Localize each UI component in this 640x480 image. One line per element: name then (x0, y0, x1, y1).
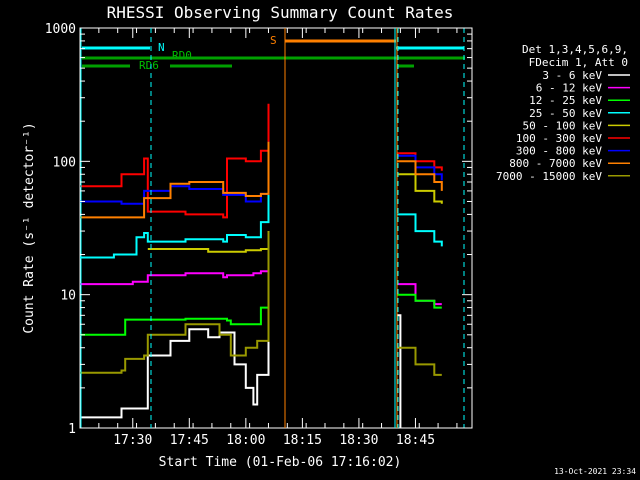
y-tick-label: 1 (68, 422, 76, 437)
legend-label: 300 - 800 keV (516, 145, 602, 158)
x-axis-label: Start Time (01-Feb-06 17:16:02) (159, 455, 402, 470)
flag-layer: N S RD0 RD6 (80, 28, 465, 428)
legend-label: 100 - 300 keV (516, 132, 602, 145)
flag-label-rd0: RD0 (172, 49, 192, 62)
flag-label-n: N (158, 41, 165, 54)
series-line-5 (80, 103, 443, 219)
x-tick-label: 18:15 (283, 433, 322, 448)
y-tick-label: 10 (60, 289, 76, 304)
axis-layer: 17:30 17:45 18:00 18:15 18:30 18:45 1 10 100 1000 (45, 22, 472, 448)
x-tick-label: 17:30 (113, 433, 152, 448)
legend-label: 7000 - 15000 keV (496, 170, 602, 183)
series-layer (80, 103, 443, 428)
series-line-8 (80, 231, 442, 376)
flag-label-rd6: RD6 (139, 59, 159, 72)
y-tick-label: 100 (53, 155, 76, 170)
legend-header-line-1: Det 1,3,4,5,6,9, (522, 43, 628, 56)
x-tick-label: 18:00 (226, 433, 265, 448)
legend-label: 12 - 25 keV (529, 94, 602, 107)
y-axis-label: Count Rate (s⁻¹ detector⁻¹) (22, 122, 37, 333)
series-line-7 (80, 141, 443, 219)
y-tick-label: 1000 (45, 22, 76, 37)
footer-timestamp: 13-Oct-2021 23:34 (554, 467, 636, 476)
x-tick-label: 18:45 (396, 433, 435, 448)
series-line-2 (80, 241, 442, 336)
legend-header-line-2: FDecim 1, Att 0 (529, 56, 628, 69)
legend-label: 6 - 12 keV (536, 82, 603, 95)
chart-title: RHESSI Observing Summary Count Rates (107, 3, 454, 22)
legend-label: 800 - 7000 keV (509, 157, 602, 170)
x-tick-label: 18:30 (339, 433, 378, 448)
x-tick-label: 17:45 (170, 433, 209, 448)
legend-label: 50 - 100 keV (523, 119, 603, 132)
legend-label: 3 - 6 keV (542, 69, 602, 82)
series-line-3 (80, 190, 443, 259)
legend-label: 25 - 50 keV (529, 107, 602, 120)
flag-label-s: S (270, 34, 277, 47)
legend: Det 1,3,4,5,6,9, FDecim 1, Att 0 3 - 6 k… (496, 43, 630, 183)
plot-frame (79, 27, 473, 429)
series-line-6 (80, 141, 443, 205)
series-line-0 (80, 231, 402, 428)
